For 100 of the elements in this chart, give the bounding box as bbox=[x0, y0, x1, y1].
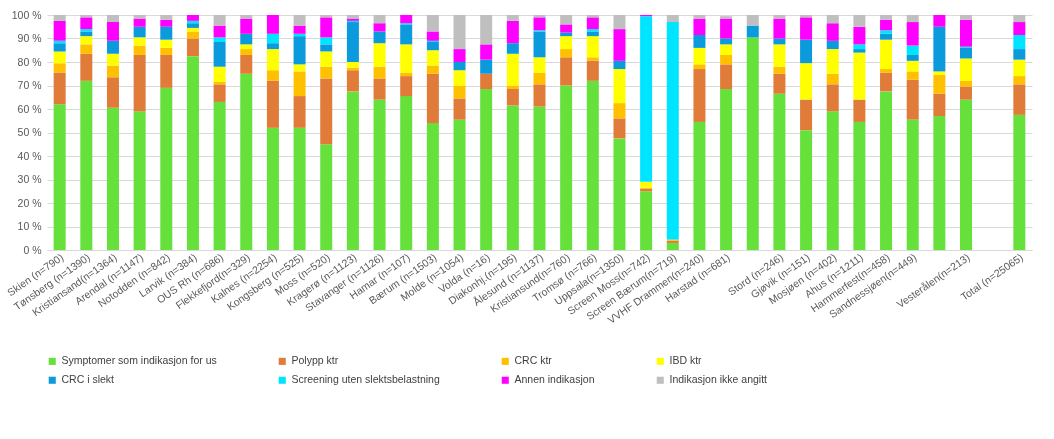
bar bbox=[266, 15, 279, 34]
bar bbox=[586, 80, 599, 250]
y-tick-label: 10 % bbox=[17, 220, 42, 232]
bar bbox=[613, 69, 626, 104]
bar bbox=[560, 85, 573, 250]
bar bbox=[613, 103, 626, 119]
bar bbox=[853, 44, 866, 50]
bar bbox=[560, 24, 573, 33]
bar bbox=[213, 66, 226, 82]
bar bbox=[533, 17, 546, 31]
bar bbox=[933, 71, 946, 75]
bar bbox=[53, 43, 66, 52]
bar bbox=[293, 127, 306, 250]
legend-label: Indikasjon ikke angitt bbox=[669, 373, 768, 386]
y-tick-label: 100 % bbox=[11, 8, 42, 21]
bar bbox=[960, 15, 973, 20]
bar bbox=[773, 73, 786, 94]
bar bbox=[133, 18, 146, 27]
bar bbox=[266, 49, 279, 71]
bar bbox=[160, 39, 173, 48]
bar bbox=[853, 99, 866, 122]
bar bbox=[720, 89, 733, 250]
bar bbox=[720, 16, 733, 19]
bar bbox=[240, 54, 253, 74]
bar bbox=[506, 43, 519, 54]
y-tick-label: 40 % bbox=[17, 149, 42, 162]
legend-label: Symptomer som indikasjon for us bbox=[61, 354, 217, 367]
bar bbox=[453, 15, 466, 50]
bar bbox=[160, 54, 173, 88]
bar bbox=[426, 73, 439, 124]
bar bbox=[693, 64, 706, 70]
bar bbox=[560, 49, 573, 58]
bar bbox=[906, 15, 919, 23]
bar bbox=[320, 144, 333, 250]
bar bbox=[666, 15, 679, 23]
bar bbox=[933, 74, 946, 94]
bar bbox=[773, 93, 786, 250]
bar bbox=[933, 93, 946, 117]
bar bbox=[826, 84, 839, 112]
bar bbox=[346, 70, 359, 92]
bar bbox=[133, 26, 146, 38]
y-tick-label: 80 % bbox=[17, 55, 42, 68]
bar bbox=[240, 33, 253, 45]
legend-label: CRC i slekt bbox=[61, 373, 115, 386]
bar bbox=[266, 70, 279, 81]
bar bbox=[426, 31, 439, 41]
bar bbox=[773, 44, 786, 67]
bar bbox=[133, 45, 146, 55]
bar bbox=[53, 72, 66, 105]
bar bbox=[293, 96, 306, 128]
bar bbox=[106, 15, 119, 23]
bar bbox=[213, 25, 226, 38]
bar bbox=[106, 53, 119, 66]
bar bbox=[213, 37, 226, 43]
bar bbox=[640, 181, 653, 188]
bar bbox=[533, 84, 546, 107]
bar bbox=[880, 30, 893, 34]
bar bbox=[800, 130, 813, 250]
bar bbox=[453, 98, 466, 120]
bar bbox=[480, 89, 493, 250]
bar bbox=[133, 111, 146, 250]
bar bbox=[320, 66, 333, 79]
bar bbox=[506, 105, 519, 250]
bar bbox=[1013, 22, 1026, 35]
bar bbox=[240, 44, 253, 50]
bar bbox=[160, 47, 173, 55]
bar bbox=[906, 79, 919, 120]
bar bbox=[400, 24, 413, 45]
legend-label: CRC ktr bbox=[514, 354, 553, 367]
bar bbox=[400, 96, 413, 250]
bar bbox=[693, 18, 706, 35]
bar bbox=[293, 64, 306, 72]
bar bbox=[746, 15, 759, 26]
y-tick-label: 30 % bbox=[17, 173, 42, 185]
bar bbox=[586, 17, 599, 30]
bar bbox=[880, 69, 893, 73]
bar bbox=[80, 80, 93, 250]
bar bbox=[880, 19, 893, 31]
bar bbox=[853, 26, 866, 45]
bar bbox=[53, 15, 66, 21]
bar bbox=[320, 37, 333, 45]
y-tick-label: 50 % bbox=[17, 126, 42, 138]
bar bbox=[853, 15, 866, 27]
bar bbox=[426, 123, 439, 250]
bar bbox=[826, 73, 839, 85]
bar bbox=[720, 18, 733, 39]
bar bbox=[1013, 76, 1026, 85]
bar bbox=[560, 15, 573, 25]
bar bbox=[826, 40, 839, 50]
bar bbox=[213, 84, 226, 102]
bar bbox=[666, 242, 679, 250]
bar bbox=[346, 22, 359, 62]
legend-label: IBD ktr bbox=[669, 354, 703, 367]
bar bbox=[480, 59, 493, 74]
bar bbox=[160, 26, 173, 40]
legend-label: Screening uten slektsbelastning bbox=[291, 373, 440, 386]
bar bbox=[266, 80, 279, 128]
bar bbox=[1013, 114, 1026, 250]
bar bbox=[506, 15, 519, 21]
bar bbox=[213, 42, 226, 67]
